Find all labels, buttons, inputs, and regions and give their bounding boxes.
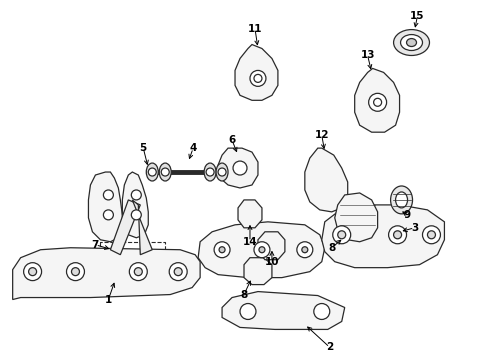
Text: 9: 9 (404, 210, 411, 220)
Circle shape (427, 231, 436, 239)
Text: 5: 5 (140, 143, 147, 153)
Text: 7: 7 (92, 240, 99, 250)
Circle shape (169, 263, 187, 280)
Circle shape (24, 263, 42, 280)
Polygon shape (198, 222, 325, 278)
Circle shape (368, 93, 387, 111)
Circle shape (374, 98, 382, 106)
Circle shape (254, 75, 262, 82)
Circle shape (259, 247, 265, 253)
Circle shape (103, 210, 113, 220)
Circle shape (422, 226, 441, 244)
Polygon shape (355, 68, 399, 132)
Circle shape (302, 247, 308, 253)
Circle shape (28, 268, 37, 276)
Text: 1: 1 (105, 294, 112, 305)
Circle shape (131, 190, 141, 200)
Circle shape (129, 263, 147, 280)
Circle shape (338, 231, 346, 239)
Ellipse shape (159, 163, 171, 181)
Circle shape (214, 242, 230, 258)
Polygon shape (110, 200, 140, 255)
Circle shape (333, 226, 351, 244)
Polygon shape (89, 172, 122, 242)
Circle shape (134, 268, 142, 276)
Text: 4: 4 (190, 143, 197, 153)
Polygon shape (305, 148, 348, 212)
Text: 8: 8 (241, 289, 247, 300)
Ellipse shape (204, 163, 216, 181)
Circle shape (161, 168, 169, 176)
Circle shape (72, 268, 79, 276)
Polygon shape (222, 292, 345, 329)
Circle shape (389, 226, 407, 244)
Polygon shape (238, 200, 262, 228)
Circle shape (297, 242, 313, 258)
Ellipse shape (216, 163, 228, 181)
Circle shape (393, 231, 401, 239)
Text: 15: 15 (410, 11, 425, 21)
Ellipse shape (395, 192, 408, 208)
Circle shape (314, 303, 330, 319)
Circle shape (174, 268, 182, 276)
Circle shape (103, 190, 113, 200)
Polygon shape (335, 193, 378, 242)
Ellipse shape (407, 39, 416, 46)
Text: 3: 3 (411, 223, 418, 233)
Polygon shape (258, 232, 285, 260)
Circle shape (148, 168, 156, 176)
Polygon shape (235, 45, 278, 100)
Text: 6: 6 (228, 135, 236, 145)
Polygon shape (244, 258, 272, 285)
Circle shape (131, 210, 141, 220)
Circle shape (233, 161, 247, 175)
Ellipse shape (400, 35, 422, 50)
Circle shape (250, 71, 266, 86)
Polygon shape (132, 200, 152, 255)
Polygon shape (322, 205, 444, 268)
Polygon shape (13, 248, 200, 300)
Text: 14: 14 (243, 237, 257, 247)
Polygon shape (122, 172, 148, 238)
Ellipse shape (147, 163, 158, 181)
Ellipse shape (393, 30, 429, 55)
Circle shape (206, 168, 214, 176)
Ellipse shape (391, 186, 413, 214)
Text: 2: 2 (326, 342, 333, 352)
Polygon shape (218, 148, 258, 188)
Circle shape (219, 247, 225, 253)
Text: 10: 10 (265, 257, 279, 267)
Text: 8: 8 (328, 243, 335, 253)
Circle shape (254, 242, 270, 258)
Circle shape (67, 263, 84, 280)
Text: 11: 11 (248, 24, 262, 33)
Text: 12: 12 (315, 130, 329, 140)
Circle shape (240, 303, 256, 319)
Circle shape (218, 168, 226, 176)
Text: 13: 13 (361, 50, 375, 60)
